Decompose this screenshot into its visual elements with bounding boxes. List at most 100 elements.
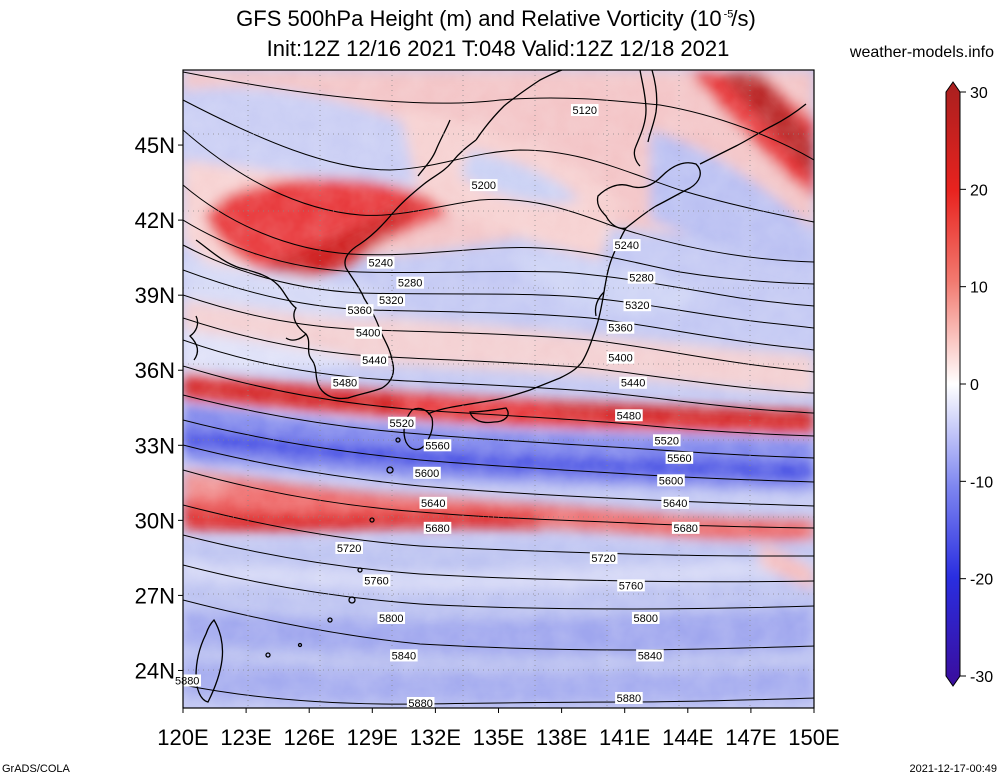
contour-labels: 5120 5200 5240 5240 5280 5280 5320 5320 5360 5360… — [173, 104, 700, 710]
title-line1-exponent: -5 — [723, 8, 734, 21]
contour-label-bg — [652, 434, 681, 447]
colorbar-tick-label: -30 — [970, 669, 993, 686]
contour-label-text: 5600 — [659, 475, 683, 487]
lon-tick-label: 144E — [662, 725, 713, 750]
colorbar-tick-label: 0 — [970, 377, 979, 394]
contour-label-text: 5880 — [408, 698, 432, 710]
contour-label-text: 5880 — [175, 675, 199, 687]
lon-tick-label: 129E — [347, 725, 398, 750]
contour-label-bg — [335, 541, 363, 554]
contour-label-bg — [665, 451, 694, 464]
footer-left: GrADS/COLA — [2, 763, 70, 775]
contour-label-text: 5560 — [425, 440, 449, 452]
contour-label-bg — [617, 579, 645, 592]
contour-label-bg — [623, 299, 652, 312]
contour-label-text: 5640 — [663, 498, 687, 510]
contour-label-text: 5720 — [591, 553, 615, 565]
contour-label: 5840 — [636, 649, 664, 662]
contour-label: 5280 — [627, 271, 656, 285]
contour-label-text: 5320 — [379, 295, 403, 307]
contour-label-bg — [423, 439, 452, 452]
contour-label: 5240 — [613, 239, 641, 252]
contour-label: 5560 — [665, 451, 694, 465]
contour-label-text: 5760 — [619, 580, 643, 592]
contour-label-bg — [396, 276, 424, 289]
lon-tick-label: 132E — [410, 725, 461, 750]
lat-tick-label: 24N — [135, 658, 175, 683]
lon-tick-label: 141E — [599, 725, 650, 750]
contour-label: 5800 — [631, 611, 660, 625]
contour-label: 5360 — [345, 304, 374, 317]
contour-label: 5880 — [406, 696, 435, 710]
init-valid-line: Init:12Z 12/16 2021 T:048 Valid:12Z 12/1… — [266, 36, 730, 61]
lon-tick-label: 120E — [157, 725, 208, 750]
contour-label-text: 5800 — [633, 613, 657, 625]
contour-label-text: 5320 — [625, 300, 649, 312]
lon-tick-label: 138E — [536, 725, 587, 750]
colorbar: 30 20 10 0 -10 -20 -30 — [945, 81, 993, 687]
contour-label-bg — [366, 256, 395, 269]
contour-label-text: 5280 — [398, 278, 422, 290]
contour-label-bg — [615, 691, 643, 704]
contour-label-text: 5800 — [379, 613, 403, 625]
contour-label-text: 5560 — [667, 453, 691, 465]
contour-label-text: 5840 — [392, 650, 416, 662]
colorbar-tick-label: -10 — [970, 474, 993, 491]
contour-label-text: 5200 — [472, 180, 496, 192]
contour-label-text: 5880 — [617, 693, 641, 705]
contour-label: 5600 — [413, 466, 441, 480]
contour-label: 5560 — [423, 439, 452, 452]
lat-lon-grid — [183, 70, 814, 708]
contour-label: 5480 — [331, 376, 359, 390]
contour-label-text: 5360 — [608, 323, 632, 335]
contour-label-bg — [615, 409, 643, 422]
colorbar-tick-label: -20 — [970, 572, 993, 589]
contour-label: 5480 — [615, 409, 643, 422]
contour-label-text: 5600 — [415, 468, 439, 480]
colorbar-tick-label: 30 — [970, 85, 988, 102]
contour-label: 5400 — [606, 351, 635, 365]
contour-label-bg — [354, 326, 382, 339]
contour-label-text: 5720 — [337, 543, 361, 555]
contour-label-text: 5440 — [362, 355, 386, 367]
contour-label-bg — [387, 416, 416, 429]
contour-label-bg — [419, 496, 448, 509]
contour-label-bg — [362, 574, 391, 587]
lon-tick-label: 147E — [725, 725, 776, 750]
contour-label: 5120 — [570, 104, 599, 117]
title-line1-suffix: /s) — [731, 6, 756, 31]
contour-label-bg — [606, 321, 635, 334]
contour-label: 5520 — [652, 434, 681, 447]
contour-label-text: 5680 — [673, 523, 697, 535]
title-line1-prefix: GFS 500hPa Height (m) and Relative Vorti… — [236, 6, 722, 31]
lat-tick-label: 42N — [135, 208, 175, 233]
lat-tick-label: 45N — [135, 133, 175, 158]
lat-tick-label: 39N — [135, 283, 175, 308]
lat-tick-label: 30N — [135, 508, 175, 533]
contour-label: 5200 — [469, 179, 498, 192]
contour-label-text: 5400 — [608, 353, 632, 365]
contour-label: 5720 — [589, 551, 618, 565]
contour-label-bg — [423, 521, 452, 534]
contour-label-bg — [469, 179, 498, 192]
contour-label-text: 5240 — [615, 240, 639, 252]
contour-label: 5520 — [387, 416, 416, 430]
contour-label: 5880 — [173, 674, 202, 687]
contour-label: 5760 — [362, 574, 391, 587]
source-site: weather-models.info — [849, 44, 994, 61]
contour-label-text: 5640 — [421, 498, 445, 510]
contour-label: 5360 — [606, 321, 635, 335]
contour-label-text: 5280 — [629, 273, 653, 285]
contour-label: 5320 — [377, 294, 406, 307]
contour-label-text: 5520 — [655, 435, 679, 447]
colorbar-scale — [945, 81, 961, 687]
contour-label: 5400 — [354, 326, 382, 340]
contour-label-bg — [360, 354, 389, 367]
contour-label: 5840 — [390, 649, 418, 662]
lon-tick-label: 150E — [788, 725, 839, 750]
contour-label: 5680 — [671, 521, 700, 535]
contour-label: 5760 — [617, 579, 645, 592]
vorticity-field — [183, 70, 814, 708]
chart-subtitle: Init:12Z 12/16 2021 T:048 Valid:12Z 12/1… — [0, 36, 1000, 62]
contour-label-bg — [589, 551, 618, 564]
